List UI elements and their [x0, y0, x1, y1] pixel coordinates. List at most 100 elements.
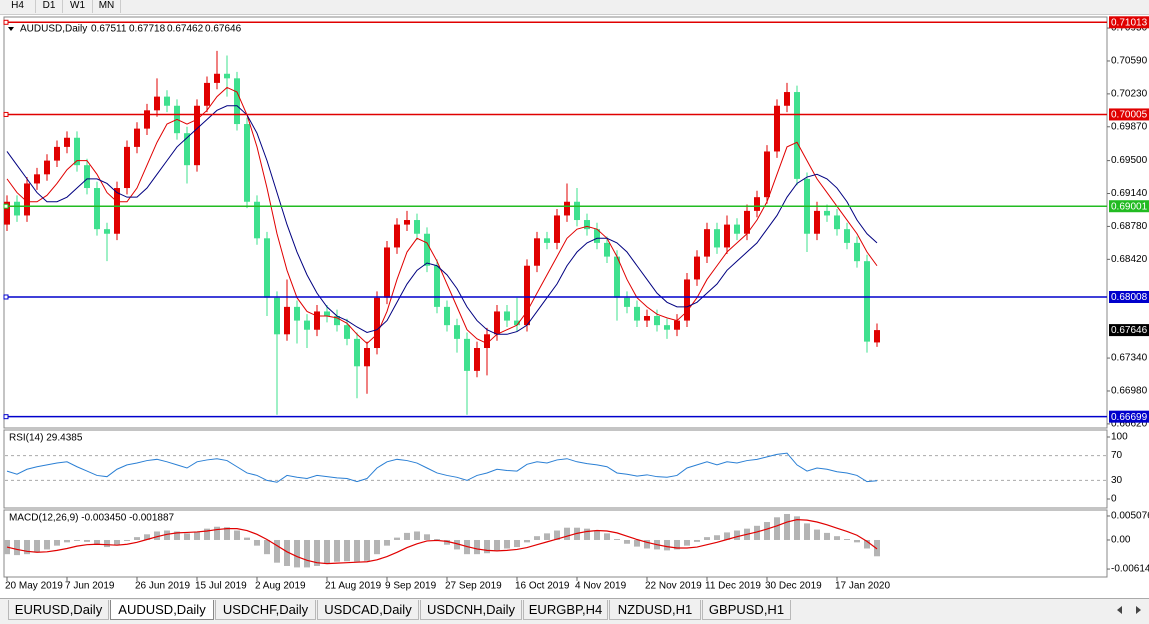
candle-body	[214, 73, 220, 83]
macd-bar	[314, 539, 320, 566]
candle-body	[24, 183, 30, 216]
candle-body	[694, 256, 700, 280]
candle-body	[354, 338, 360, 367]
candle-body	[874, 330, 880, 343]
scroll-right[interactable]	[1136, 606, 1141, 614]
macd-bar	[404, 532, 410, 540]
x-tick-label: 27 Sep 2019	[445, 581, 502, 592]
macd-bar	[264, 539, 270, 555]
timeframe-button[interactable]: W1	[63, 0, 93, 13]
candle-body	[134, 128, 140, 147]
candle-body	[294, 306, 300, 321]
macd-bar	[74, 539, 80, 541]
macd-bar	[154, 531, 160, 540]
macd-bar	[394, 537, 400, 540]
macd-bar	[734, 530, 740, 540]
macd-bar	[194, 531, 200, 540]
chart-tab[interactable]: USDCAD,Daily	[317, 600, 419, 620]
indicator-line	[6, 519, 878, 565]
tab-scroll[interactable]	[1108, 600, 1148, 620]
level-label: 0.71013	[1111, 17, 1148, 28]
chart-tab[interactable]: EURGBP,H4	[523, 600, 608, 620]
chart-tab[interactable]: NZDUSD,H1	[609, 600, 701, 620]
candle-body	[54, 146, 60, 161]
macd-bar	[864, 539, 870, 549]
macd-bar	[84, 539, 90, 542]
macd-bar	[774, 517, 780, 540]
macd-bar	[24, 539, 30, 555]
chart-tab[interactable]: USDCHF,Daily	[215, 600, 316, 620]
y-tick-label: 0.69870	[1111, 121, 1148, 132]
candle-body	[524, 265, 530, 326]
chart-tab[interactable]: EURUSD,Daily	[8, 600, 109, 620]
candle-body	[164, 96, 170, 106]
candle-body	[454, 325, 460, 339]
macd-bar	[344, 539, 350, 562]
macd-bar	[794, 516, 800, 540]
candle-body	[244, 124, 250, 202]
timeframe-button[interactable]: H4	[0, 0, 36, 13]
y-tick-label: 0.69500	[1111, 155, 1148, 166]
chart-tab[interactable]: AUDUSD,Daily	[110, 600, 214, 620]
candle-body	[264, 238, 270, 298]
y-tick-label: 100	[1111, 432, 1128, 443]
candle-body	[444, 306, 450, 326]
candle-body	[554, 215, 560, 243]
macd-bar	[44, 539, 50, 550]
candle-body	[564, 201, 570, 216]
indicator-line	[6, 105, 878, 335]
x-tick-label: 17 Jan 2020	[835, 581, 890, 592]
y-tick-label: 0.69140	[1111, 188, 1148, 199]
macd-bar	[684, 539, 690, 546]
macd-bar	[444, 539, 450, 545]
macd-bar	[284, 539, 290, 566]
candle-body	[664, 325, 670, 330]
candle-body	[644, 316, 650, 321]
candle-body	[344, 325, 350, 339]
macd-bar	[144, 534, 150, 540]
candle-body	[724, 224, 730, 248]
candle-body	[14, 201, 20, 216]
macd-bar	[354, 539, 360, 562]
macd-bar	[364, 539, 370, 561]
macd-bar	[504, 539, 510, 549]
macd-bar	[674, 539, 680, 550]
candle-body	[774, 105, 780, 152]
macd-bar	[334, 539, 340, 562]
timeframe-button[interactable]: MN	[93, 0, 121, 13]
candle-body	[304, 320, 310, 330]
macd-bar	[714, 535, 720, 540]
candle-body	[84, 165, 90, 189]
y-tick-label: 0	[1111, 494, 1117, 505]
macd-bar	[624, 539, 630, 544]
macd-bar	[64, 539, 70, 543]
candle-body	[34, 174, 40, 184]
macd-bar	[544, 533, 550, 540]
macd-bar	[374, 539, 380, 555]
candle-body	[434, 265, 440, 307]
timeframe-button[interactable]: D1	[36, 0, 63, 13]
candle-body	[94, 188, 100, 230]
chart: 0.709500.705900.702300.698700.695000.691…	[3, 16, 1149, 592]
x-tick-label: 20 May 2019	[5, 581, 63, 592]
macd-bar	[164, 530, 170, 540]
macd-bar	[554, 530, 560, 540]
candle-body	[374, 297, 380, 349]
y-tick-label: -0.006148	[1111, 564, 1149, 575]
y-tick-label: 0.66620	[1111, 419, 1148, 430]
level-handle	[3, 19, 9, 25]
macd-bar	[454, 539, 460, 550]
chart-tab[interactable]: USDCNH,Daily	[420, 600, 522, 620]
scroll-left[interactable]	[1117, 606, 1122, 614]
macd-bar	[274, 539, 280, 563]
candle-body	[64, 137, 70, 147]
level-label-box	[1109, 291, 1149, 304]
current-price-box	[1109, 324, 1149, 337]
candle-body	[114, 188, 120, 234]
macd-bar	[54, 539, 60, 546]
candle-body	[534, 238, 540, 266]
macd-bar	[804, 523, 810, 540]
chart-tab[interactable]: GBPUSD,H1	[702, 600, 791, 620]
macd-bar	[634, 539, 640, 547]
macd-bar	[534, 536, 540, 540]
